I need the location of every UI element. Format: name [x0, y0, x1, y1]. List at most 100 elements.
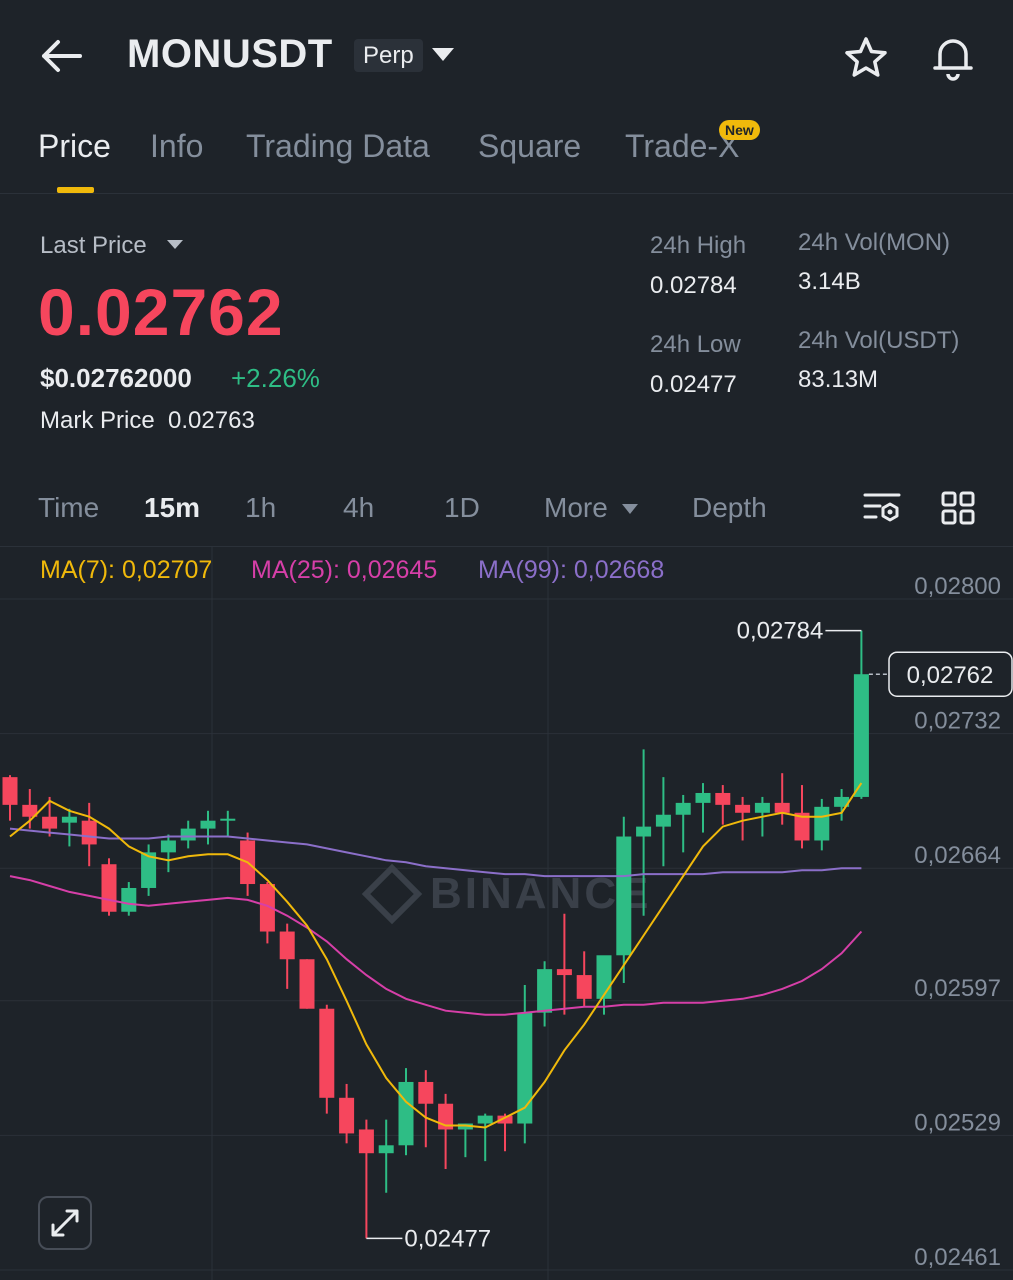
candle-body: [497, 1115, 513, 1124]
tab-price[interactable]: Price: [38, 128, 111, 164]
low-marker-label: 0,02477: [404, 1225, 491, 1252]
candle-body: [517, 1012, 533, 1124]
tab-info[interactable]: Info: [150, 128, 204, 164]
ma25-legend: MA(25): 0,02645: [251, 556, 438, 584]
candle-body: [398, 1081, 414, 1146]
symbol-dropdown-icon[interactable]: [432, 48, 454, 61]
candle-body: [853, 674, 869, 797]
candle-body: [378, 1145, 394, 1154]
candle-body: [101, 864, 117, 912]
fullscreen-button[interactable]: [38, 1196, 92, 1250]
binance-watermark: BINANCE: [430, 869, 651, 918]
y-axis-tick-label: 0,02529: [914, 1109, 1001, 1136]
symbol-title[interactable]: MONUSDT: [127, 32, 333, 76]
ma99-legend: MA(99): 0,02668: [478, 556, 665, 584]
perp-badge: Perp: [354, 39, 423, 72]
candle-body: [655, 814, 671, 827]
indicator-settings-icon[interactable]: [862, 490, 902, 528]
candle-body: [299, 959, 315, 1009]
candle-body: [200, 820, 216, 829]
candle-body: [596, 955, 612, 999]
low-24h-value: 0.02477: [650, 371, 737, 398]
interval-1d[interactable]: 1D: [444, 492, 480, 523]
low-24h-label: 24h Low: [650, 331, 741, 358]
interval-divider: [0, 546, 1013, 547]
interval-time[interactable]: Time: [38, 492, 100, 523]
ma99-line: [9, 827, 862, 878]
interval-more[interactable]: More: [544, 492, 608, 523]
candle-body: [814, 806, 830, 841]
interval-15m[interactable]: 15m: [144, 492, 201, 523]
candle-body: [259, 884, 275, 932]
candle-body: [556, 969, 572, 976]
interval-4h[interactable]: 4h: [343, 492, 375, 523]
favorite-star-icon[interactable]: [842, 34, 890, 82]
y-axis-tick-label: 0,02800: [914, 573, 1001, 600]
candle-body: [774, 802, 790, 813]
high-24h-label: 24h High: [650, 232, 747, 259]
depth-tab[interactable]: Depth: [692, 492, 767, 523]
ma7-line: [9, 782, 863, 1129]
candle-body: [339, 1097, 355, 1134]
bell-icon[interactable]: [928, 32, 978, 82]
price-change-percent: +2.26%: [231, 363, 320, 393]
candle-body: [537, 969, 553, 1013]
current-price-label: 0,02762: [907, 662, 994, 689]
candle-body: [715, 792, 731, 805]
candle-body: [477, 1115, 493, 1124]
last-price-value: 0.02762: [38, 275, 284, 349]
usd-price: $0.02762000: [40, 363, 192, 393]
vol-quote-value: 83.13M: [798, 366, 879, 393]
y-axis-tick-label: 0,02732: [914, 708, 1001, 735]
active-tab-indicator: [57, 187, 94, 193]
candle-body: [636, 826, 652, 837]
ma7-legend: MA(7): 0,02707: [40, 556, 213, 584]
binance-watermark-logo: [361, 863, 423, 925]
mark-price-value: 0.02763: [168, 407, 255, 434]
ma25-line: [9, 875, 863, 1016]
candle-body: [2, 777, 18, 805]
candle-body: [61, 816, 77, 823]
candle-body: [358, 1129, 374, 1154]
candle-body: [160, 840, 176, 853]
mark-price-label: Mark Price: [40, 407, 155, 434]
candle-body: [418, 1081, 434, 1104]
last-price-label[interactable]: Last Price: [40, 232, 147, 259]
candle-body: [695, 792, 711, 803]
price-chart[interactable]: BINANCE 0,02800 0,02732 0,02664 0,02597 0,025…: [0, 547, 1013, 1280]
interval-1h[interactable]: 1h: [245, 492, 277, 523]
candle-body: [754, 802, 770, 813]
candle-body: [834, 796, 850, 807]
candle-body: [794, 812, 810, 841]
y-axis-tick-label: 0,02664: [914, 842, 1001, 869]
more-dropdown-icon[interactable]: [622, 504, 638, 514]
current-price-box: [888, 651, 1013, 697]
mark-price: Mark Price 0.02763: [40, 407, 255, 435]
candle-body: [22, 804, 38, 817]
candle-body: [121, 887, 137, 912]
y-axis-tick-label: 0,02461: [914, 1244, 1001, 1271]
candle-body: [675, 802, 691, 815]
back-arrow-icon[interactable]: [38, 36, 84, 76]
candle-body: [616, 836, 632, 956]
y-axis-tick-label: 0,02597: [914, 975, 1001, 1002]
candle-body: [180, 828, 196, 841]
high-24h-value: 0.02784: [650, 272, 737, 299]
vol-base-value: 3.14B: [798, 268, 861, 295]
high-marker-label: 0,02784: [737, 618, 824, 645]
new-badge: New: [719, 120, 760, 140]
tab-trading-data[interactable]: Trading Data: [246, 128, 430, 164]
vol-quote-label: 24h Vol(USDT): [798, 327, 960, 354]
vol-base-label: 24h Vol(MON): [798, 229, 951, 256]
candle-body: [735, 804, 751, 813]
candle-body: [220, 818, 236, 821]
candle-body: [42, 816, 58, 829]
candle-body: [81, 820, 97, 845]
tabs-divider: [0, 193, 1013, 194]
candle-body: [141, 852, 157, 888]
candle-body: [279, 931, 295, 960]
last-price-dropdown-icon[interactable]: [167, 240, 183, 249]
layout-grid-icon[interactable]: [940, 490, 976, 526]
expand-icon: [51, 1209, 79, 1237]
tab-square[interactable]: Square: [478, 128, 582, 164]
